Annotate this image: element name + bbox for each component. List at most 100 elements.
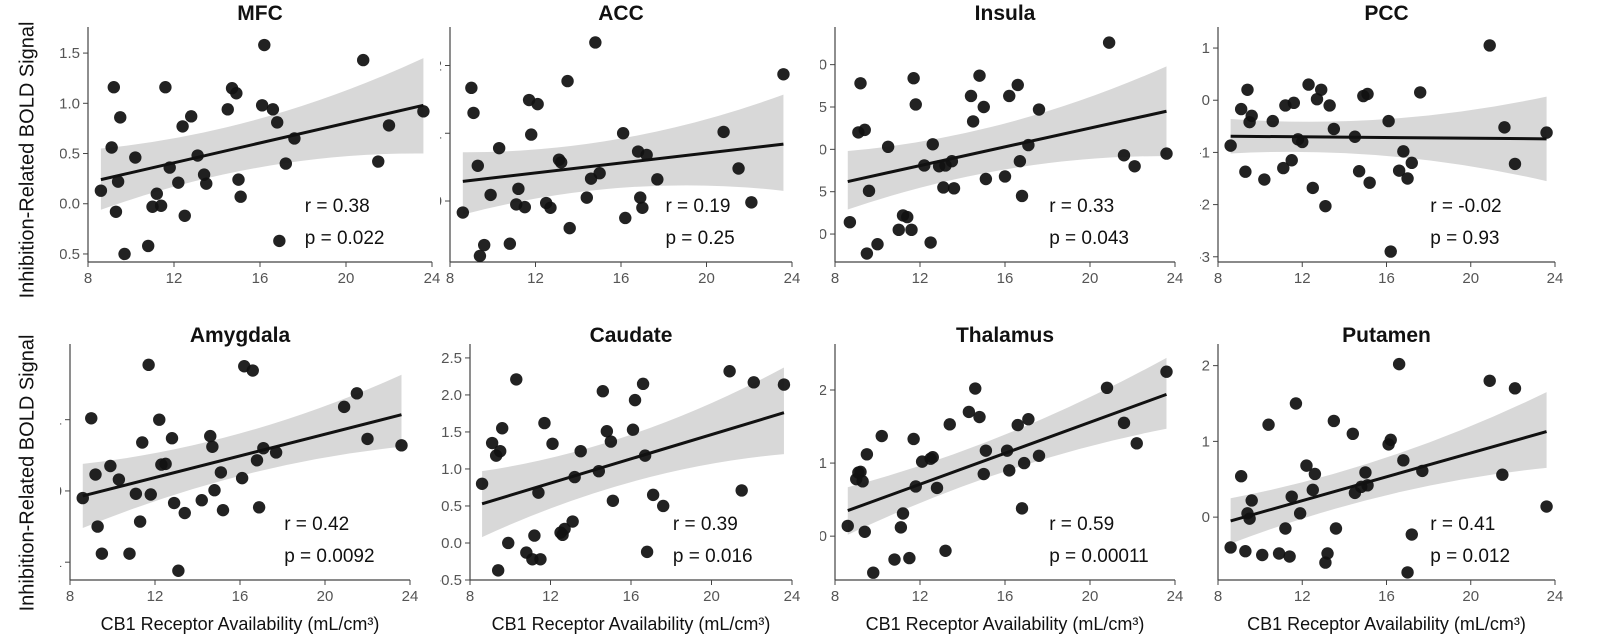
- data-point: [467, 106, 480, 120]
- y-tick-label: 2: [440, 57, 442, 74]
- data-point: [246, 364, 259, 377]
- data-point: [478, 238, 491, 252]
- data-point: [208, 484, 221, 497]
- x-tick-label: 24: [1167, 588, 1184, 605]
- data-point: [1224, 139, 1237, 152]
- x-tick-label: 16: [997, 270, 1014, 287]
- y-tick-label: 1.5: [60, 45, 80, 62]
- data-point: [558, 522, 571, 536]
- correlation-r: r = 0.38: [305, 196, 370, 217]
- correlation-p: p = 0.0092: [284, 546, 374, 567]
- data-point: [195, 494, 208, 507]
- y-tick-label: 1: [440, 125, 442, 142]
- data-point: [561, 74, 574, 88]
- data-point: [858, 525, 871, 538]
- correlation-r: r = 0.42: [284, 514, 349, 535]
- y-tick-label: 0.0: [441, 535, 462, 552]
- data-point: [907, 71, 920, 85]
- data-point: [1310, 92, 1324, 106]
- data-point: [843, 215, 857, 229]
- data-point: [1285, 490, 1298, 503]
- data-point: [484, 188, 497, 202]
- data-point: [1013, 155, 1027, 168]
- data-point: [854, 77, 867, 90]
- data-point: [129, 487, 143, 500]
- x-tick-label: 12: [1294, 270, 1311, 287]
- scatter-panel: Caudate 8 12 16 20 24 -0.5 0.0 0.5 1.0 1.5 2.0 2.5 r …: [440, 324, 801, 634]
- data-point: [1293, 507, 1307, 520]
- panel-title: ACC: [598, 2, 644, 25]
- x-axis-label: CB1 Receptor Availability (mL/cm³): [866, 614, 1145, 634]
- data-point: [153, 413, 166, 426]
- data-point: [1306, 483, 1319, 497]
- data-point: [1384, 245, 1397, 258]
- x-tick-label: 12: [527, 270, 544, 287]
- correlation-p: p = 0.00011: [1049, 546, 1149, 567]
- data-point: [129, 151, 142, 164]
- x-tick-label: 20: [703, 588, 720, 605]
- confidence-band: [82, 374, 402, 528]
- data-point: [1032, 103, 1046, 116]
- x-tick-label: 20: [1462, 270, 1479, 287]
- data-point: [496, 422, 509, 435]
- data-point: [735, 484, 748, 497]
- data-point: [1414, 86, 1427, 99]
- y-tick-label: -3: [1200, 249, 1210, 266]
- data-point: [939, 544, 952, 557]
- regression-line: [1230, 430, 1547, 523]
- data-point: [640, 148, 653, 162]
- data-point: [273, 234, 286, 248]
- x-tick-label: 24: [1547, 588, 1564, 605]
- panel-title: MFC: [237, 2, 283, 25]
- data-point: [538, 416, 551, 430]
- data-point: [1003, 464, 1016, 477]
- y-tick-label: 0: [1202, 92, 1210, 109]
- data-point: [1327, 414, 1341, 428]
- data-point: [998, 170, 1012, 183]
- data-point: [1285, 154, 1298, 167]
- data-point: [1384, 433, 1397, 447]
- data-point: [777, 378, 791, 391]
- scatter-panel: Insula 8 12 16 20 24 0.0 0.5 1.0 1.5 2.0 r = 0.33 p …: [820, 2, 1183, 287]
- data-point: [862, 184, 876, 198]
- y-tick-label: 1: [1202, 40, 1210, 57]
- data-point: [1300, 459, 1313, 472]
- data-point: [894, 521, 908, 534]
- x-tick-label: 8: [466, 588, 474, 605]
- x-tick-label: 16: [613, 270, 630, 287]
- data-point: [1540, 500, 1553, 513]
- correlation-r: r = 0.59: [1049, 514, 1114, 535]
- data-point: [977, 467, 990, 481]
- data-point: [634, 191, 647, 204]
- data-point: [534, 553, 547, 566]
- y-tick-label: 1.5: [441, 424, 462, 441]
- data-point: [89, 468, 102, 481]
- x-tick-label: 16: [232, 588, 249, 605]
- x-tick-label: 24: [784, 588, 801, 605]
- data-point: [91, 520, 104, 533]
- data-point: [1321, 547, 1334, 560]
- correlation-r: r = 0.33: [1049, 196, 1114, 217]
- y-axis-label-row1: Inhibition-Related BOLD Signal: [4, 22, 52, 299]
- data-point: [574, 444, 587, 458]
- data-point: [1234, 470, 1248, 483]
- y-tick-label: -0.5: [60, 246, 80, 263]
- data-point: [235, 471, 249, 485]
- data-point: [206, 440, 219, 453]
- x-tick-label: 24: [1547, 270, 1564, 287]
- data-point: [269, 446, 283, 459]
- data-point: [471, 159, 484, 172]
- regression-line: [462, 142, 784, 183]
- data-point: [858, 123, 871, 137]
- data-point: [1245, 109, 1258, 123]
- panel-title: PCC: [1364, 2, 1408, 25]
- y-tick-label: -2: [1200, 197, 1210, 214]
- data-point: [1289, 397, 1303, 410]
- regression-line: [100, 103, 424, 182]
- data-point: [204, 429, 217, 443]
- data-point: [1508, 157, 1522, 171]
- y-tick-label: 1.0: [441, 461, 462, 478]
- correlation-p: p = 0.93: [1430, 228, 1499, 249]
